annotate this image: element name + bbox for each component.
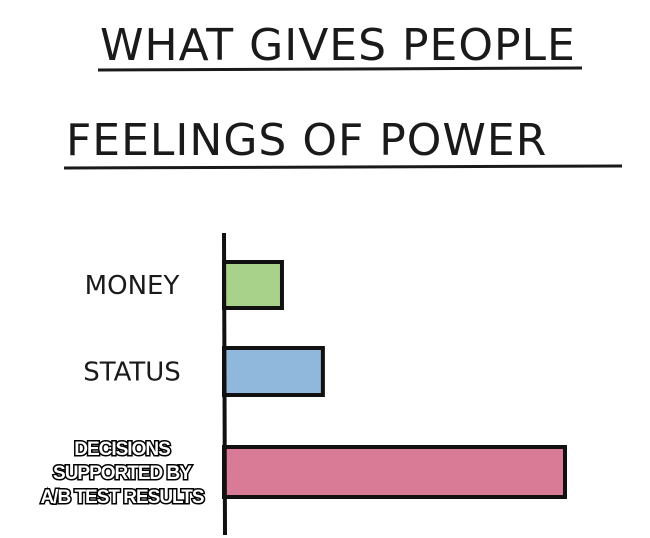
- title-line-2: FEELINGS OF POWER: [66, 115, 547, 166]
- y-axis: [222, 232, 227, 536]
- title-underline-1: [97, 66, 583, 72]
- title-underline-2: [63, 164, 623, 170]
- category-label: SUPPORTED BY: [53, 463, 192, 484]
- category-label: STATUS: [83, 358, 181, 388]
- bar-1: [222, 346, 325, 397]
- category-label: MONEY: [85, 271, 180, 301]
- bar-0: [222, 260, 284, 310]
- bar-2: [222, 445, 567, 499]
- category-label: DECISIONS: [74, 439, 170, 460]
- category-label: A/B TEST RESULTS: [40, 487, 203, 508]
- title-line-1: WHAT GIVES PEOPLE: [100, 20, 576, 71]
